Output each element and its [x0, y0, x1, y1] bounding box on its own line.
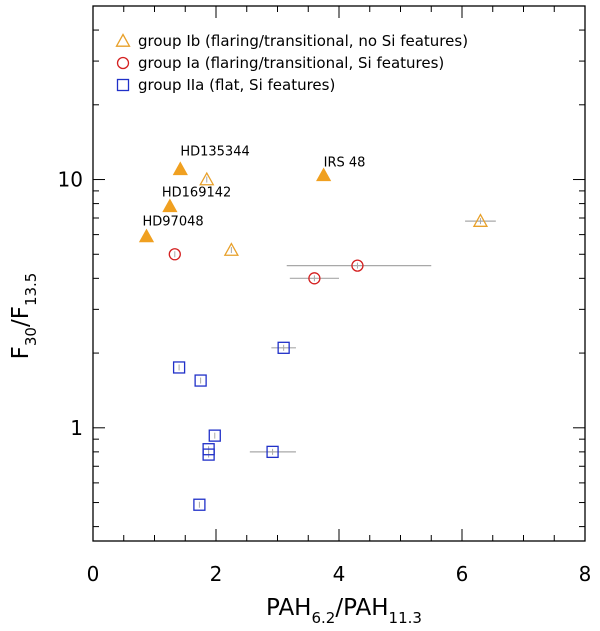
x-axis-title-sub2: 11.3 [389, 609, 422, 627]
data-point-circle-open [168, 248, 181, 261]
legend-marker [116, 56, 130, 70]
point-label: HD135344 [180, 144, 249, 159]
y-axis-title-sub1: 30 [22, 327, 40, 346]
y-tick-label: 10 [58, 168, 83, 192]
y-axis-title-main2: /F [8, 306, 34, 327]
legend-label: group Ia (flaring/transitional, Si featu… [138, 54, 444, 72]
point-label: HD97048 [143, 214, 204, 229]
point-label: HD169142 [162, 185, 231, 200]
tick-labels: 0 2 4 6 8 1 10 [58, 168, 592, 586]
x-axis-title-main1: PAH [266, 595, 311, 621]
data-point-square-open [208, 429, 221, 442]
y-axis-title-main1: F [8, 346, 34, 359]
data-point-square-open [193, 498, 206, 511]
y-axis-title: F30/F13.5 [8, 273, 40, 360]
data-point-triangle-open [223, 242, 239, 256]
data-point-triangle-open [472, 213, 489, 227]
legend: group Ib (flaring/transitional, no Si fe… [115, 32, 468, 94]
axis-ticks [92, 5, 586, 541]
point-annotations: HD135344 HD169142 HD97048 IRS 48 [143, 144, 366, 229]
legend-label: group Ib (flaring/transitional, no Si fe… [138, 32, 468, 50]
data-point-triangle-open [199, 171, 215, 186]
legend-marker [115, 33, 131, 47]
data-point-square-open [266, 445, 279, 459]
x-tick-label: 6 [456, 562, 469, 586]
x-tick-label: 4 [333, 562, 346, 586]
data-point-triangle-filled [172, 161, 188, 176]
x-axis-title-sub1: 6.2 [311, 609, 335, 627]
legend-marker [116, 78, 130, 92]
x-tick-label: 8 [579, 562, 592, 586]
data-point-triangle-filled [162, 198, 178, 213]
data-point-circle-open [351, 259, 364, 272]
data-point-square-open [194, 374, 207, 387]
x-tick-label: 2 [210, 562, 223, 586]
y-axis-title-sub2: 13.5 [22, 273, 40, 306]
data-point-square-open [202, 448, 215, 461]
x-axis-title-main2: /PAH [335, 595, 388, 621]
y-tick-label: 1 [70, 416, 83, 440]
data-point-square-open [172, 361, 186, 374]
x-tick-label: 0 [87, 562, 100, 586]
data-point-triangle-filled [138, 228, 155, 243]
data-point-circle-open [308, 272, 321, 285]
legend-label: group IIa (flat, Si features) [138, 76, 335, 94]
data-point-triangle-filled [316, 167, 332, 182]
x-axis-title: PAH6.2/PAH11.3 [266, 595, 422, 627]
data-points [138, 161, 489, 511]
point-label: IRS 48 [324, 155, 366, 170]
data-point-square-open [277, 341, 290, 354]
